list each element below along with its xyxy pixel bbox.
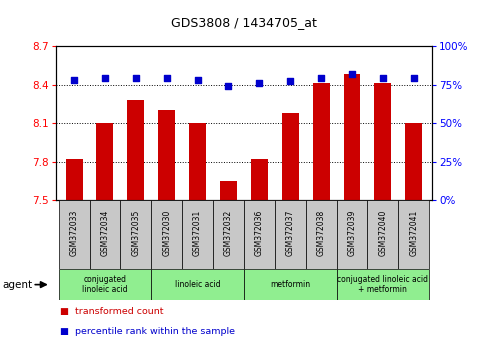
- Bar: [189, 123, 206, 200]
- Bar: [343, 74, 360, 200]
- Text: agent: agent: [2, 280, 32, 290]
- Bar: [405, 123, 422, 200]
- Text: GSM372030: GSM372030: [162, 210, 171, 256]
- Point: [194, 77, 201, 83]
- Point: [410, 75, 418, 81]
- Bar: [158, 110, 175, 200]
- Bar: [337, 200, 368, 269]
- Bar: [97, 123, 114, 200]
- Text: GSM372032: GSM372032: [224, 210, 233, 256]
- Bar: [398, 200, 429, 269]
- Point: [256, 80, 263, 86]
- Bar: [337, 269, 429, 300]
- Bar: [120, 200, 151, 269]
- Bar: [151, 200, 182, 269]
- Bar: [282, 113, 298, 200]
- Point: [132, 75, 140, 81]
- Text: GSM372036: GSM372036: [255, 210, 264, 256]
- Text: metformin: metformin: [270, 280, 310, 289]
- Bar: [213, 200, 244, 269]
- Bar: [58, 269, 151, 300]
- Bar: [374, 83, 391, 200]
- Text: GSM372033: GSM372033: [70, 210, 79, 256]
- Bar: [275, 200, 306, 269]
- Text: GSM372034: GSM372034: [100, 210, 110, 256]
- Text: GDS3808 / 1434705_at: GDS3808 / 1434705_at: [171, 16, 317, 29]
- Text: ■  percentile rank within the sample: ■ percentile rank within the sample: [60, 327, 235, 336]
- Point: [101, 75, 109, 81]
- Bar: [89, 200, 120, 269]
- Point: [163, 75, 170, 81]
- Bar: [58, 200, 89, 269]
- Text: GSM372037: GSM372037: [286, 210, 295, 256]
- Text: ■  transformed count: ■ transformed count: [60, 307, 164, 316]
- Bar: [151, 269, 244, 300]
- Bar: [182, 200, 213, 269]
- Bar: [66, 159, 83, 200]
- Bar: [306, 200, 337, 269]
- Point: [225, 83, 232, 89]
- Text: conjugated linoleic acid
+ metformin: conjugated linoleic acid + metformin: [338, 275, 428, 294]
- Text: linoleic acid: linoleic acid: [175, 280, 220, 289]
- Text: GSM372041: GSM372041: [409, 210, 418, 256]
- Text: GSM372035: GSM372035: [131, 210, 141, 256]
- Text: GSM372040: GSM372040: [378, 210, 387, 256]
- Bar: [128, 100, 144, 200]
- Bar: [368, 200, 398, 269]
- Point: [317, 75, 325, 81]
- Bar: [313, 83, 329, 200]
- Point: [379, 75, 387, 81]
- Text: conjugated
linoleic acid: conjugated linoleic acid: [82, 275, 128, 294]
- Bar: [244, 200, 275, 269]
- Point: [286, 79, 294, 84]
- Bar: [251, 159, 268, 200]
- Text: GSM372031: GSM372031: [193, 210, 202, 256]
- Text: GSM372038: GSM372038: [317, 210, 326, 256]
- Bar: [244, 269, 337, 300]
- Point: [70, 77, 78, 83]
- Text: GSM372039: GSM372039: [347, 210, 356, 256]
- Point: [348, 71, 356, 76]
- Bar: [220, 181, 237, 200]
